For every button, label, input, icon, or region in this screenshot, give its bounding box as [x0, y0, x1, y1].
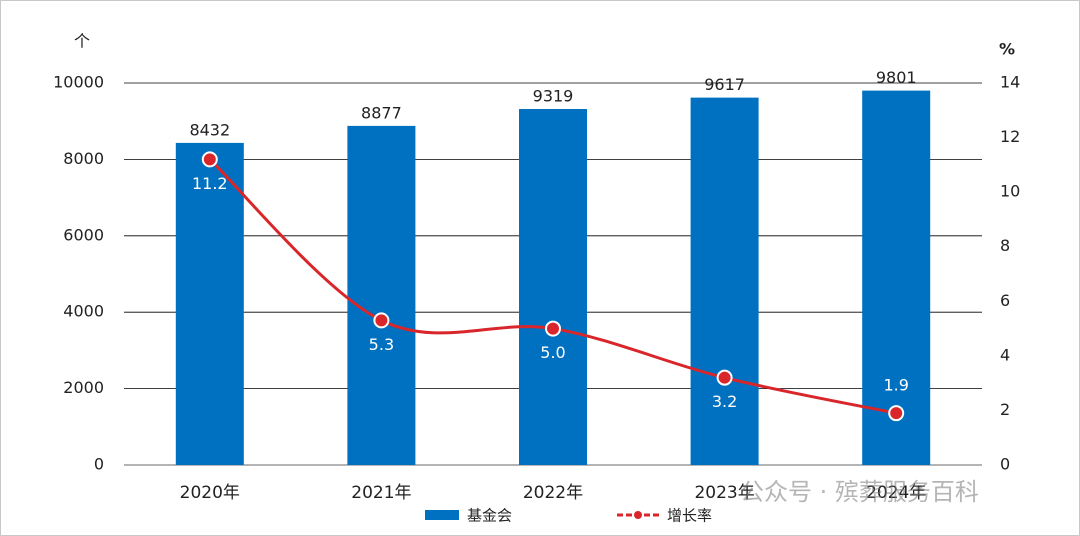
bar-value-label: 8877: [361, 103, 402, 122]
bar-value-label: 8432: [189, 120, 230, 139]
legend-label: 基金会: [467, 507, 512, 525]
x-tick-label: 2021年: [351, 483, 411, 503]
y-tick-label: 2000: [63, 378, 104, 397]
watermark: 公众号 · 殡葬服务百科: [740, 478, 979, 506]
bar: [175, 142, 244, 466]
line-value-label: 3.2: [712, 392, 737, 411]
line-value-label: 1.9: [883, 376, 908, 395]
x-tick-label: 2024年: [866, 483, 926, 503]
legend-swatch: [425, 510, 459, 520]
line-marker: [888, 405, 905, 422]
line-marker: [716, 369, 733, 386]
y2-tick-label: 12: [1000, 127, 1020, 146]
line-value-label: 5.0: [540, 343, 565, 362]
y-tick-label: 0: [94, 455, 104, 474]
y-tick-label: 10000: [53, 73, 104, 92]
line-value-label: 11.2: [192, 174, 228, 193]
bar: [347, 125, 416, 466]
bar: [862, 90, 931, 465]
line-marker: [545, 320, 561, 337]
y2-tick-label: 8: [1000, 236, 1010, 255]
bar: [690, 97, 759, 465]
y-tick-label: 4000: [63, 302, 104, 321]
line-marker: [373, 312, 390, 329]
bar: [519, 109, 587, 466]
y2-axis-label: %: [999, 40, 1015, 59]
x-tick-label: 2022年: [523, 483, 583, 503]
line-value-label: 5.3: [369, 335, 394, 354]
x-tick-label: 2020年: [180, 483, 240, 503]
y2-tick-label: 10: [1000, 182, 1020, 201]
bar-value-label: 9617: [704, 75, 745, 94]
legend-label: 增长率: [667, 507, 712, 525]
y2-tick-label: 2: [1000, 400, 1010, 419]
y2-tick-label: 0: [1000, 455, 1010, 474]
bar-value-label: 9319: [533, 87, 574, 106]
line-marker: [201, 151, 218, 168]
y2-tick-label: 4: [1000, 345, 1010, 364]
bar-value-label: 9801: [876, 68, 917, 87]
x-tick-label: 2023年: [694, 483, 754, 503]
y2-tick-label: 6: [1000, 291, 1010, 310]
y-tick-label: 6000: [63, 225, 104, 244]
y2-tick-label: 14: [1000, 73, 1020, 92]
legend-swatch: [634, 511, 642, 519]
y-axis-label: 个: [74, 32, 90, 51]
y-tick-label: 8000: [63, 149, 104, 168]
